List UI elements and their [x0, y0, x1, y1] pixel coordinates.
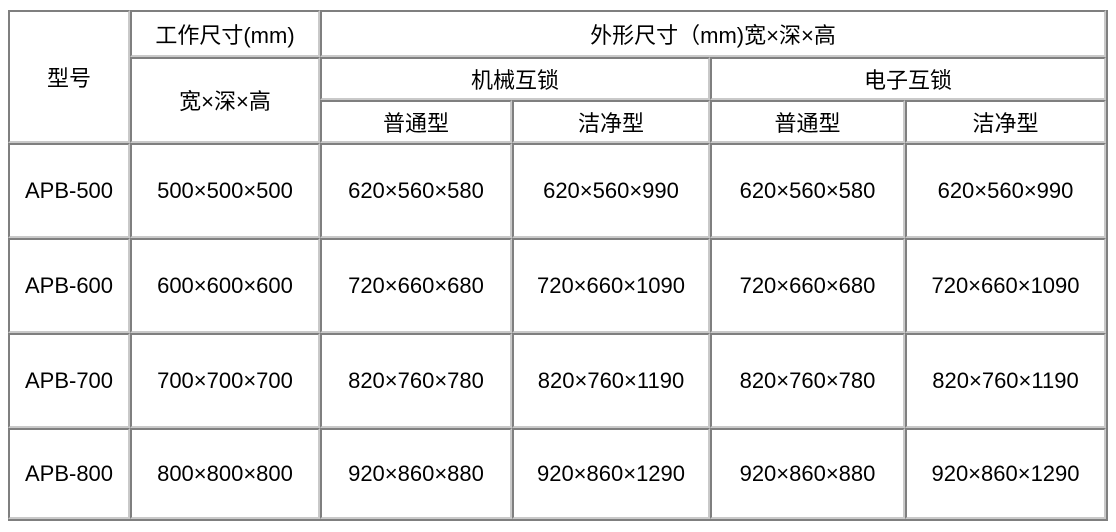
elec-normal-cell: 920×860×880 [710, 428, 905, 519]
table-row: APB-500 500×500×500 620×560×580 620×560×… [8, 143, 1106, 238]
mech-normal-cell: 920×860×880 [320, 428, 512, 519]
mech-clean-cell: 620×560×990 [512, 143, 710, 238]
mech-clean-cell: 720×660×1090 [512, 238, 710, 333]
header-row-2: 宽×深×高 机械互锁 电子互锁 [8, 57, 1106, 143]
model-cell: APB-600 [8, 238, 130, 333]
work-size-header-cell: 工作尺寸(mm) [130, 10, 320, 57]
header-row-1: 型号 工作尺寸(mm) 外形尺寸（mm)宽×深×高 [8, 10, 1106, 143]
table-row: APB-700 700×700×700 820×760×780 820×760×… [8, 333, 1106, 428]
elec-clean-cell: 620×560×990 [905, 143, 1106, 238]
work-size-cell: 500×500×500 [130, 143, 320, 238]
electronic-interlock-header-cell: 电子互锁 [710, 57, 1106, 100]
mech-normal-cell: 620×560×580 [320, 143, 512, 238]
model-cell: APB-700 [8, 333, 130, 428]
work-size-cell: 800×800×800 [130, 428, 320, 519]
mech-clean-header-cell: 洁净型 [512, 100, 710, 143]
header-row-3: 普通型 洁净型 普通型 洁净型 [8, 100, 1106, 143]
elec-clean-cell: 920×860×1290 [905, 428, 1106, 519]
elec-normal-cell: 720×660×680 [710, 238, 905, 333]
table-row: APB-800 800×800×800 920×860×880 920×860×… [8, 428, 1106, 519]
model-cell: APB-800 [8, 428, 130, 519]
outer-size-header-cell: 外形尺寸（mm)宽×深×高 [320, 10, 1106, 57]
elec-clean-header-cell: 洁净型 [905, 100, 1106, 143]
table-row: APB-600 600×600×600 720×660×680 720×660×… [8, 238, 1106, 333]
elec-normal-header-cell: 普通型 [710, 100, 905, 143]
mechanical-interlock-header-cell: 机械互锁 [320, 57, 710, 100]
work-size-cell: 600×600×600 [130, 238, 320, 333]
elec-clean-cell: 720×660×1090 [905, 238, 1106, 333]
mech-clean-cell: 820×760×1190 [512, 333, 710, 428]
model-header-cell: 型号 [8, 10, 130, 143]
mech-clean-cell: 920×860×1290 [512, 428, 710, 519]
mech-normal-header-cell: 普通型 [320, 100, 512, 143]
elec-normal-cell: 820×760×780 [710, 333, 905, 428]
work-size-cell: 700×700×700 [130, 333, 320, 428]
mech-normal-cell: 720×660×680 [320, 238, 512, 333]
model-cell: APB-500 [8, 143, 130, 238]
product-spec-table: 型号 工作尺寸(mm) 外形尺寸（mm)宽×深×高 宽×深×高 机械互锁 电子互… [8, 10, 1108, 521]
mech-normal-cell: 820×760×780 [320, 333, 512, 428]
work-size-sub-header-cell: 宽×深×高 [130, 57, 320, 143]
elec-normal-cell: 620×560×580 [710, 143, 905, 238]
elec-clean-cell: 820×760×1190 [905, 333, 1106, 428]
